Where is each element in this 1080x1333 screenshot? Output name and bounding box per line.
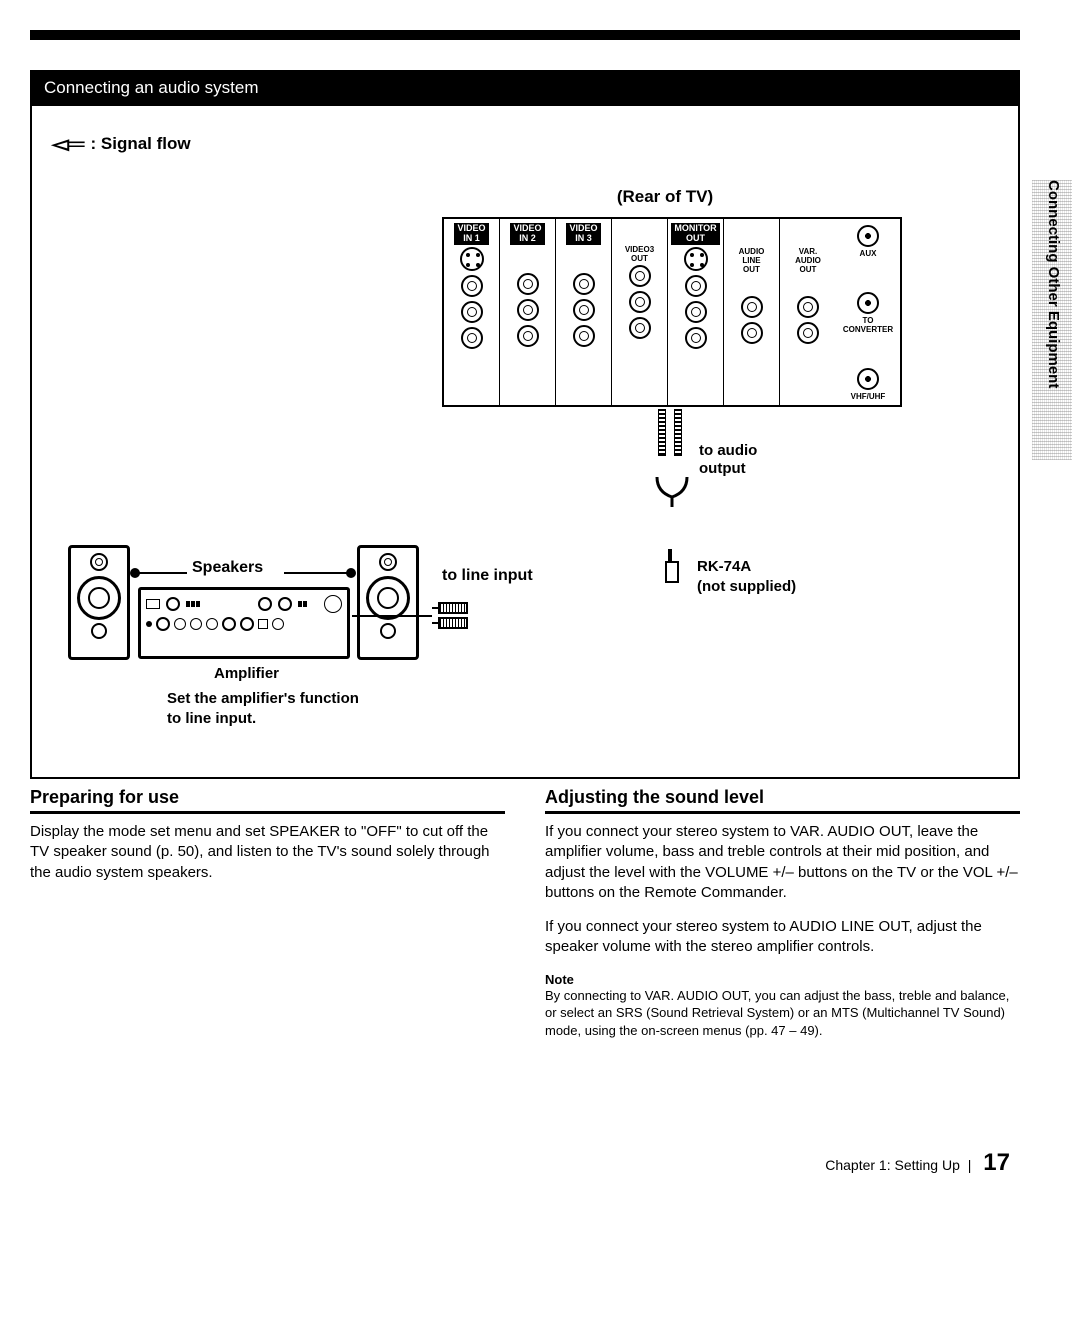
- audio-line-out-column: AUDIO LINE OUT: [724, 219, 780, 405]
- rca-jack-icon: [629, 265, 651, 287]
- var-audio-out-label: VAR. AUDIO OUT: [795, 247, 821, 274]
- video-in-2-column: VIDEO IN 2: [500, 219, 556, 405]
- rca-jack-icon: [461, 301, 483, 323]
- side-tab-label: Connecting Other Equipment: [1045, 180, 1062, 388]
- rca-jack-icon: [573, 325, 595, 347]
- top-rule: [30, 30, 1020, 40]
- antenna-jack-icon: [857, 225, 879, 247]
- amplifier-label: Amplifier: [214, 665, 279, 682]
- monitor-out-column: MONITOR OUT: [668, 219, 724, 405]
- note-heading: Note: [545, 972, 1020, 987]
- diagram-area: VIDEO IN 1 VIDEO IN 2 VIDEO: [52, 217, 998, 757]
- audio-cable-icon: [658, 409, 688, 474]
- rca-jack-icon: [797, 296, 819, 318]
- audio-line-out-label: AUDIO LINE OUT: [739, 247, 765, 274]
- rca-jack-icon: [685, 327, 707, 349]
- video-in-1-column: VIDEO IN 1: [444, 219, 500, 405]
- tv-rear-panel: VIDEO IN 1 VIDEO IN 2 VIDEO: [442, 217, 902, 407]
- cable-y-join-icon: [652, 477, 692, 507]
- video-in-1-label: VIDEO IN 1: [454, 223, 488, 245]
- video-in-3-column: VIDEO IN 3: [556, 219, 612, 405]
- adjusting-heading: Adjusting the sound level: [545, 787, 1020, 814]
- connector-line: [132, 567, 187, 569]
- video3-out-label: VIDEO3 OUT: [625, 245, 654, 263]
- rca-jack-icon: [741, 322, 763, 344]
- svideo-jack-icon: [460, 247, 484, 271]
- rca-jack-icon: [685, 301, 707, 323]
- connector-line: [352, 615, 432, 617]
- rca-jack-icon: [685, 275, 707, 297]
- rca-jack-icon: [461, 275, 483, 297]
- preparing-body: Display the mode set menu and set SPEAKE…: [30, 822, 505, 883]
- speaker-right-icon: [357, 545, 419, 660]
- adjusting-body-1: If you connect your stereo system to VAR…: [545, 822, 1020, 903]
- rca-jack-icon: [741, 296, 763, 318]
- antenna-jack-icon: [857, 292, 879, 314]
- to-converter-label: TO CONVERTER: [843, 316, 893, 334]
- antenna-column: AUX TO CONVERTER VHF/UHF: [836, 219, 900, 405]
- page-number: 17: [983, 1149, 1010, 1176]
- rk74a-label: RK-74A (not supplied): [697, 557, 796, 596]
- arrow-icon: ◅═: [52, 131, 85, 157]
- video3-out-column: VIDEO3 OUT: [612, 219, 668, 405]
- rca-jack-icon: [629, 317, 651, 339]
- page: Connecting an audio system ◅═ : Signal f…: [0, 0, 1080, 1207]
- adjusting-body-2: If you connect your stereo system to AUD…: [545, 917, 1020, 958]
- chapter-label: Chapter 1: Setting Up: [825, 1157, 960, 1173]
- video-in-3-label: VIDEO IN 3: [566, 223, 600, 245]
- speakers-label: Speakers: [192, 559, 263, 577]
- aux-label: AUX: [857, 249, 879, 258]
- to-line-input-label: to line input: [442, 567, 533, 585]
- page-footer: Chapter 1: Setting Up | 17: [30, 1149, 1020, 1177]
- rca-jack-icon: [629, 291, 651, 313]
- vhf-uhf-label: VHF/UHF: [851, 392, 886, 401]
- antenna-jack-icon: [857, 368, 879, 390]
- rca-jack-icon: [517, 273, 539, 295]
- section-header: Connecting an audio system: [30, 70, 1020, 106]
- diagram-container: ◅═ : Signal flow (Rear of TV) VIDEO IN 1…: [30, 104, 1020, 779]
- adjusting-column: Adjusting the sound level If you connect…: [545, 787, 1020, 1039]
- rk74a-plug-icon: [657, 547, 687, 587]
- monitor-out-label: MONITOR OUT: [671, 223, 719, 245]
- amplifier-instruction: Set the amplifier's function to line inp…: [167, 689, 359, 728]
- rca-jack-icon: [517, 299, 539, 321]
- connector-line: [284, 567, 354, 569]
- rca-jack-icon: [461, 327, 483, 349]
- speaker-left-icon: [68, 545, 130, 660]
- svideo-jack-icon: [684, 247, 708, 271]
- amplifier-icon: [138, 587, 350, 659]
- video-in-2-label: VIDEO IN 2: [510, 223, 544, 245]
- preparing-heading: Preparing for use: [30, 787, 505, 814]
- note-body: By connecting to VAR. AUDIO OUT, you can…: [545, 987, 1020, 1040]
- rca-cable-icon: [432, 599, 468, 632]
- rca-jack-icon: [797, 322, 819, 344]
- signal-flow-label: : Signal flow: [91, 134, 191, 154]
- preparing-column: Preparing for use Display the mode set m…: [30, 787, 505, 1039]
- rca-jack-icon: [573, 299, 595, 321]
- text-columns: Preparing for use Display the mode set m…: [30, 787, 1020, 1039]
- signal-flow-legend: ◅═ : Signal flow: [52, 131, 998, 157]
- var-audio-out-column: VAR. AUDIO OUT: [780, 219, 836, 405]
- rear-of-tv-label: (Rear of TV): [332, 187, 998, 207]
- rca-jack-icon: [573, 273, 595, 295]
- to-audio-output-label: to audio output: [699, 442, 757, 478]
- rca-jack-icon: [517, 325, 539, 347]
